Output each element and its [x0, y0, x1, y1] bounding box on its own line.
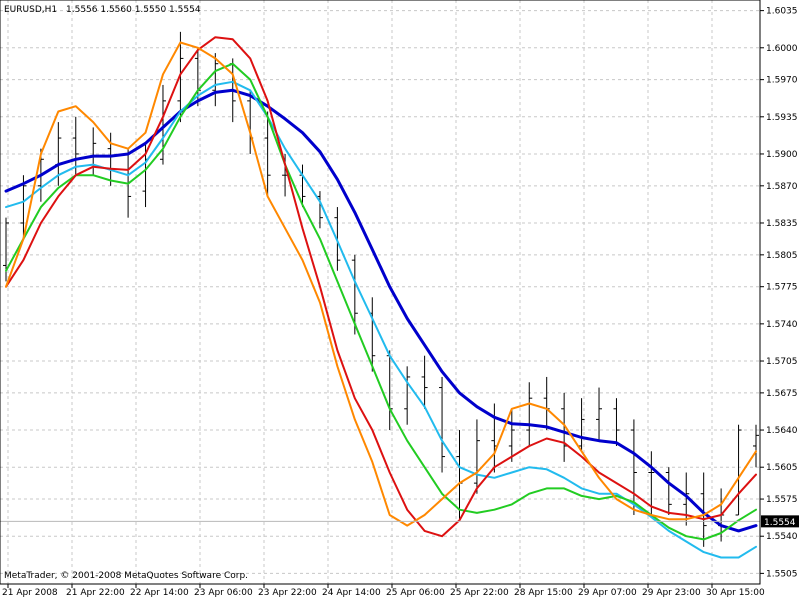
y-tick-label: 1.5805	[766, 251, 798, 261]
y-tick-label: 1.5640	[766, 426, 798, 436]
moving-average-series	[4, 36, 758, 559]
price-bars	[3, 31, 759, 547]
y-tick-label: 1.5575	[766, 495, 798, 505]
x-tick-label: 23 Apr 06:00	[194, 588, 253, 598]
y-tick-label: 1.5835	[766, 219, 798, 229]
y-tick-label: 1.5505	[766, 569, 798, 579]
header-symbol: EURUSD,H1	[4, 5, 57, 15]
price-bar	[159, 84, 166, 165]
y-tick-label: 1.6000	[766, 44, 798, 54]
y-tick-label: 1.5775	[766, 283, 798, 293]
price-bar	[264, 111, 271, 197]
price-bar	[212, 53, 219, 107]
x-tick-label: 29 Apr 23:00	[642, 588, 701, 598]
current-price-marker-group: 1.5554	[0, 515, 799, 528]
x-tick-label: 24 Apr 14:00	[322, 588, 381, 598]
price-bar	[404, 366, 411, 425]
current-price-label: 1.5554	[764, 518, 796, 528]
x-tick-label: 25 Apr 22:00	[450, 588, 509, 598]
price-bar	[508, 408, 515, 462]
x-tick-label: 29 Apr 07:00	[578, 588, 637, 598]
price-bar	[700, 472, 707, 547]
price-bar	[177, 31, 184, 123]
series-line	[5, 41, 757, 527]
price-bar	[20, 175, 27, 239]
y-tick-label: 1.5740	[766, 320, 798, 330]
price-bar	[613, 398, 620, 446]
price-bar	[683, 472, 690, 526]
y-tick-label: 1.5935	[766, 113, 798, 123]
price-bar	[753, 424, 759, 468]
y-tick-label: 1.5870	[766, 182, 798, 192]
y-tick-label: 1.5675	[766, 389, 798, 399]
x-tick-label: 30 Apr 15:00	[706, 588, 765, 598]
price-bar	[351, 254, 358, 335]
price-bar	[630, 419, 637, 515]
y-tick-label: 1.6035	[766, 7, 798, 17]
x-tick-label: 21 Apr 22:00	[66, 588, 125, 598]
grid	[0, 0, 760, 584]
footer-copyright: MetaTrader, © 2001-2008 MetaQuotes Softw…	[4, 571, 248, 581]
series-line	[5, 36, 757, 538]
x-tick-label: 28 Apr 15:00	[514, 588, 573, 598]
series-line	[5, 80, 757, 559]
x-tick-label: 21 Apr 2008	[2, 588, 58, 598]
price-bar	[439, 376, 446, 473]
price-bar	[665, 467, 672, 515]
header-ohlc: 1.5556 1.5560 1.5550 1.5554	[66, 5, 201, 15]
x-axis: 21 Apr 2008 21 Apr 22:00 22 Apr 14:00 23 Ap…	[2, 584, 765, 598]
price-bar	[526, 382, 533, 446]
series-line	[4, 88, 758, 533]
y-tick-label: 1.5900	[766, 150, 798, 160]
price-bar	[421, 355, 428, 409]
x-tick-label: 25 Apr 06:00	[386, 588, 445, 598]
y-axis: 1.6035 1.6000 1.5970 1.5935 1.5900 1.5870 1.58…	[760, 7, 798, 579]
y-tick-label: 1.5605	[766, 463, 798, 473]
price-bar	[596, 387, 603, 441]
price-bar	[735, 424, 742, 516]
x-tick-label: 23 Apr 22:00	[258, 588, 317, 598]
price-bar	[72, 116, 79, 176]
series-line	[5, 62, 757, 541]
y-tick-label: 1.5970	[766, 76, 798, 86]
price-bar	[648, 451, 655, 515]
current-price-marker	[761, 515, 799, 528]
plot-frame	[0, 0, 761, 585]
y-tick-label: 1.5705	[766, 357, 798, 367]
price-bar	[473, 419, 480, 494]
y-tick-label: 1.5540	[766, 532, 798, 542]
x-tick-label: 22 Apr 14:00	[130, 588, 189, 598]
